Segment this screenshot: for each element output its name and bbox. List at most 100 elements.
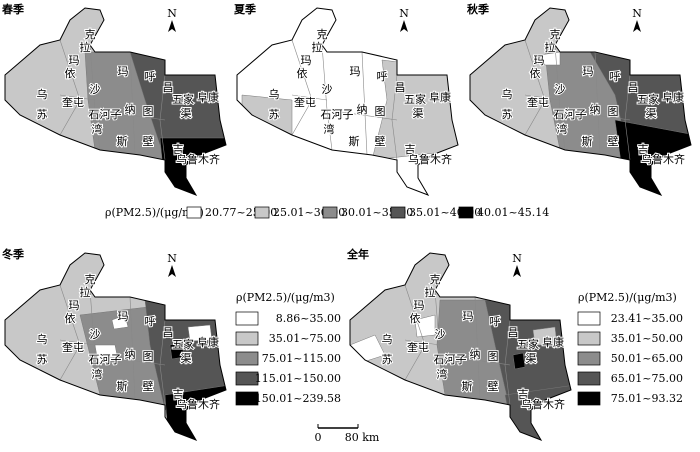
place-label: 拉	[425, 285, 436, 299]
place-label: 斯	[582, 135, 593, 148]
place-label: 呼	[377, 70, 388, 83]
legend-label: 23.41~35.00	[611, 312, 683, 325]
legend-label: 65.01~75.00	[611, 372, 683, 385]
place-label: 呼	[610, 70, 621, 83]
place-label: 渠	[526, 352, 537, 365]
panel-title: 夏季	[234, 2, 257, 16]
place-label: 克	[430, 273, 441, 286]
zone	[504, 384, 571, 440]
scale-label: 80 km	[345, 431, 380, 444]
county-border	[291, 94, 328, 101]
place-label: 拉	[312, 40, 323, 54]
place-label: 乌	[269, 87, 280, 101]
county-border	[159, 74, 166, 161]
place-label: 图	[488, 350, 499, 363]
legend-swatch	[322, 206, 338, 219]
place-label: 图	[143, 350, 154, 363]
place-label: 克	[85, 28, 96, 41]
place-label: 五家	[517, 337, 539, 351]
north-arrow	[633, 20, 641, 32]
place-label: 五家	[172, 92, 194, 106]
panel-title: 全年	[346, 247, 369, 261]
county-border	[524, 39, 546, 136]
zone	[414, 314, 436, 338]
outline	[4, 252, 227, 441]
place-label: 石河子	[434, 353, 467, 366]
place-label: 五家	[172, 337, 194, 351]
place-label: 依	[297, 67, 308, 80]
place-label: 渠	[646, 107, 657, 120]
place-label: 玛	[118, 310, 129, 323]
legend-label: 150.01~239.58	[255, 392, 341, 405]
north-arrow	[400, 20, 408, 32]
legend-swatch	[235, 371, 259, 386]
panel-title: 春季	[2, 2, 25, 16]
legend-swatch	[186, 206, 202, 219]
place-label: 玛	[350, 65, 361, 78]
county-border	[361, 51, 368, 156]
place-label: 壁	[488, 379, 499, 393]
place-label: 呼	[145, 315, 156, 328]
place-label: 渠	[413, 107, 424, 120]
north-arrow	[513, 265, 521, 277]
zone	[169, 342, 185, 360]
place-label: 壁	[608, 134, 619, 148]
place-label: 拉	[545, 40, 556, 54]
place-label: 乌鲁木齐	[176, 397, 220, 411]
north-label: N	[167, 252, 177, 265]
county-border	[326, 109, 398, 121]
place-label: 图	[608, 105, 619, 118]
county-border	[624, 74, 631, 161]
county-border	[594, 51, 601, 156]
county-border	[404, 284, 426, 381]
place-label: 玛	[463, 310, 474, 323]
place-label: 玛	[69, 299, 80, 312]
north-label: N	[399, 7, 409, 20]
place-label: 斯	[462, 380, 473, 393]
legend-swatch	[458, 206, 474, 219]
legend-swatch	[235, 351, 259, 366]
county-border	[59, 339, 96, 346]
legend-label: 75.01~115.00	[262, 352, 341, 365]
north-label: N	[632, 7, 642, 20]
legend-swatch	[254, 206, 270, 219]
place-label: 五家	[637, 92, 659, 106]
place-label: 沙	[555, 83, 566, 96]
place-label: 壁	[375, 134, 386, 148]
place-label: 渠	[181, 107, 192, 120]
place-label: 依	[65, 312, 76, 325]
place-label: 吉	[405, 143, 416, 156]
place-label: 沙	[435, 328, 446, 341]
place-label: 玛	[583, 65, 594, 78]
place-label: 阜康	[197, 335, 219, 349]
place-label: 乌鲁木齐	[176, 152, 220, 166]
place-label: 拉	[80, 285, 91, 299]
place-label: 乌	[382, 332, 393, 346]
place-label: 昌	[163, 326, 174, 339]
county-border	[59, 284, 81, 381]
legend-label: 35.01~75.00	[269, 332, 341, 345]
place-label: 拉	[80, 40, 91, 54]
legend-swatch	[235, 311, 259, 326]
legend-label: 50.01~65.00	[611, 352, 683, 365]
place-label: 乌鲁木齐	[408, 152, 452, 166]
outline	[349, 252, 572, 441]
place-label: 玛	[118, 65, 129, 78]
place-label: 乌	[37, 87, 48, 101]
zone	[94, 344, 119, 364]
place-label: 纳	[125, 103, 136, 116]
legend-swatch	[577, 371, 601, 386]
place-label: 壁	[143, 379, 154, 393]
place-label: 克	[85, 273, 96, 286]
place-label: 吉	[638, 143, 649, 156]
place-label: 玛	[534, 54, 545, 67]
place-label: 壁	[143, 134, 154, 148]
place-label: 苏	[269, 108, 280, 121]
place-label: 苏	[382, 353, 393, 366]
north-arrow	[168, 20, 176, 32]
county-border	[129, 51, 136, 156]
place-label: 奎屯	[62, 95, 84, 109]
zone	[512, 352, 526, 370]
